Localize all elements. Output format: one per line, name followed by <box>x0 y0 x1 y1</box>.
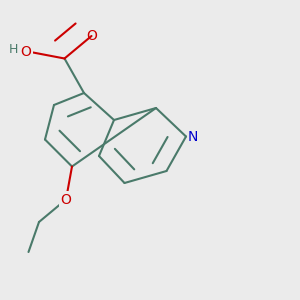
Text: O: O <box>86 29 97 43</box>
Text: O: O <box>61 193 71 206</box>
Text: N: N <box>188 130 199 143</box>
Text: H: H <box>9 43 19 56</box>
Text: O: O <box>21 46 32 59</box>
